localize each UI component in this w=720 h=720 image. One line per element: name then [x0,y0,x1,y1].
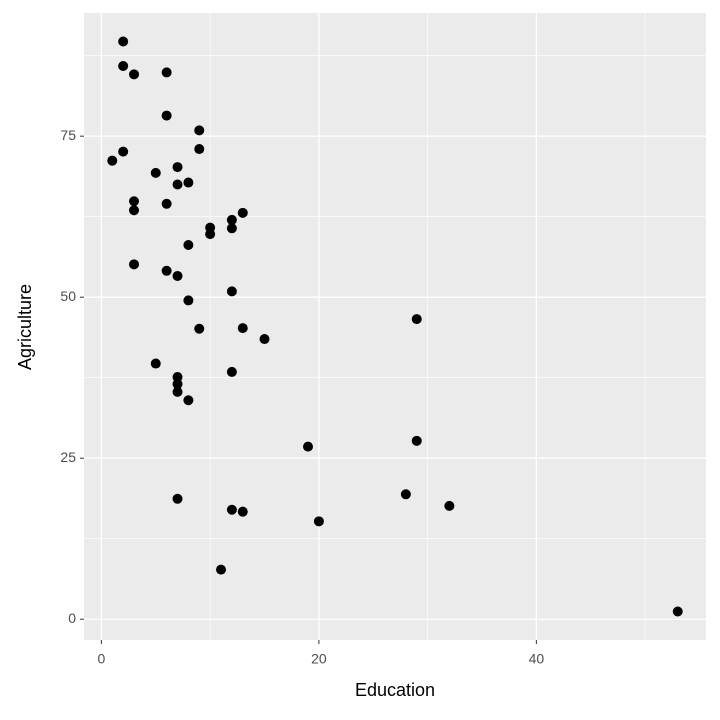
x-tick-label: 0 [98,651,106,667]
point [400,489,411,500]
point [161,265,172,276]
y-axis-title: Agriculture [15,284,35,370]
x-tick-label: 40 [529,651,545,667]
point [107,155,118,166]
point [172,179,183,190]
point [226,366,237,377]
point [216,564,227,575]
point [411,314,422,325]
point [183,177,194,188]
y-tick-label: 75 [60,127,76,143]
point [237,207,248,218]
point [226,286,237,297]
y-tick-label: 50 [60,288,76,304]
point [172,372,183,383]
point [172,493,183,504]
y-tick-label: 25 [60,449,76,465]
point [226,214,237,225]
point [150,167,161,178]
plot-panel [84,13,706,640]
point [411,435,422,446]
point [194,125,205,136]
point [259,334,270,345]
point [237,323,248,334]
point [172,379,183,390]
point [150,358,161,369]
point [118,146,129,157]
y-tick-label: 0 [68,610,76,626]
point [313,516,324,527]
point [172,270,183,281]
x-tick-label: 20 [311,651,327,667]
point [183,295,194,306]
point [183,395,194,406]
x-axis-title: Education [355,680,435,700]
point [129,205,140,216]
point [226,223,237,234]
point [172,386,183,397]
point [118,60,129,71]
point [129,196,140,207]
point [237,506,248,517]
point [226,504,237,515]
point [161,110,172,121]
point [444,500,455,511]
point [194,323,205,334]
point [161,67,172,78]
point [161,198,172,209]
point [194,144,205,155]
point [118,36,129,47]
point [672,606,683,617]
point [303,441,314,452]
point [129,259,140,270]
point [129,69,140,80]
point [205,222,216,233]
point [172,162,183,173]
point [183,240,194,251]
